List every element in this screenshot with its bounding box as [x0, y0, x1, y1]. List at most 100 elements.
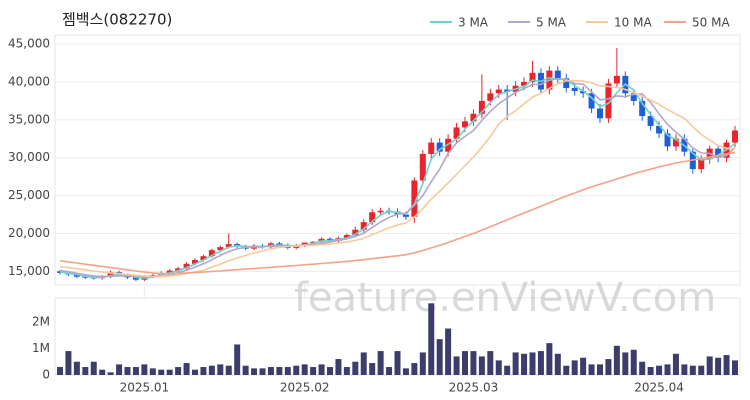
- candle-body: [107, 272, 114, 277]
- candle-body: [470, 113, 477, 122]
- volume-bar: [310, 367, 317, 375]
- candle-body: [419, 153, 426, 181]
- volume-bar: [82, 367, 89, 375]
- volume-bar: [436, 339, 443, 375]
- volume-bar: [639, 361, 646, 375]
- candle-body: [217, 247, 224, 251]
- volume-bar: [402, 368, 409, 375]
- volume-bar: [597, 364, 603, 375]
- candle-body: [478, 100, 485, 114]
- candle-body: [276, 243, 283, 245]
- volume-bar: [141, 364, 148, 375]
- volume-bar: [656, 365, 663, 375]
- volume-bar: [647, 367, 654, 375]
- candle-body: [352, 229, 359, 235]
- volume-bar: [394, 351, 401, 375]
- candle-body: [166, 270, 173, 273]
- legend-label: 50 MA: [692, 16, 730, 30]
- volume-bar: [487, 351, 494, 375]
- volume-bar: [580, 357, 587, 375]
- volume-bar: [217, 364, 224, 375]
- volume-bar: [132, 367, 139, 375]
- volume-bar: [318, 364, 325, 375]
- volume-bar: [419, 352, 426, 375]
- candle-body: [664, 133, 671, 147]
- x-tick-label: 2025.03: [449, 381, 499, 395]
- candle-body: [563, 78, 570, 89]
- volume-bar: [259, 368, 266, 375]
- volume-bar: [335, 359, 342, 375]
- volume-bar: [689, 365, 696, 375]
- volume-bar: [706, 356, 713, 375]
- volume-bar: [251, 368, 258, 375]
- candle-body: [200, 256, 207, 260]
- volume-bar: [386, 367, 393, 375]
- volume-bar: [107, 372, 114, 375]
- candle-body: [453, 127, 460, 139]
- candle-body: [656, 125, 663, 134]
- candle-body: [554, 70, 561, 79]
- volume-bar: [284, 367, 291, 375]
- legend-label: 3 MA: [458, 16, 489, 30]
- volume-bar: [183, 363, 190, 375]
- volume-bar: [208, 365, 215, 375]
- candle-body: [428, 142, 435, 154]
- candle-body: [487, 93, 494, 101]
- volume-bar: [65, 351, 72, 375]
- candle-body: [192, 260, 198, 264]
- candle-body: [360, 222, 367, 230]
- volume-bar: [192, 369, 198, 375]
- candle-body: [495, 89, 502, 94]
- y-tick-label: 0: [42, 368, 50, 382]
- watermark: feature.enViewV.com: [294, 275, 716, 321]
- volume-bar: [352, 361, 359, 375]
- volume-bar: [234, 344, 241, 375]
- volume-bar: [453, 356, 460, 375]
- volume-bar: [470, 351, 477, 375]
- volume-bar: [90, 361, 97, 375]
- volume-bar: [521, 353, 528, 375]
- legend-label: 10 MA: [614, 16, 652, 30]
- candle-body: [698, 159, 705, 170]
- volume-bar: [732, 360, 738, 375]
- candle-body: [411, 180, 418, 217]
- candle-body: [225, 244, 232, 248]
- candle-body: [462, 121, 468, 128]
- ma-line: [59, 151, 736, 275]
- volume-bar: [445, 328, 452, 375]
- volume-bar: [158, 369, 165, 375]
- candle-body: [715, 148, 722, 158]
- volume-bar: [723, 355, 730, 375]
- volume-bar: [293, 365, 300, 375]
- volume-bar: [715, 357, 722, 375]
- volume-bar: [504, 365, 511, 375]
- x-tick-label: 2025.02: [280, 381, 330, 395]
- candle-body: [183, 263, 190, 269]
- y-tick-label: 20,000: [8, 226, 50, 240]
- volume-bar: [57, 367, 63, 375]
- chart-title: 젬백스(082270): [62, 11, 172, 29]
- volume-bar: [495, 360, 502, 375]
- y-tick-label: 2M: [32, 314, 50, 328]
- candle-body: [504, 89, 511, 92]
- volume-bar: [512, 352, 519, 375]
- volume-bar: [124, 367, 131, 375]
- volume-bar: [99, 369, 106, 375]
- candle-body: [588, 93, 595, 109]
- volume-bar: [554, 353, 561, 375]
- volume-bar: [73, 361, 80, 375]
- candle-body: [580, 91, 587, 94]
- volume-bar: [411, 363, 418, 375]
- volume-bar: [605, 359, 612, 375]
- candle-body: [732, 130, 738, 143]
- volume-bar: [630, 349, 637, 375]
- candle-body: [436, 142, 443, 152]
- volume-bar: [613, 345, 620, 375]
- candle-body: [521, 81, 528, 86]
- volume-bar: [276, 367, 283, 375]
- volume-bar: [622, 352, 629, 375]
- volume-bar: [149, 368, 156, 375]
- y-tick-label: 35,000: [8, 112, 50, 126]
- volume-bar: [327, 367, 333, 375]
- volume-bar: [571, 360, 578, 375]
